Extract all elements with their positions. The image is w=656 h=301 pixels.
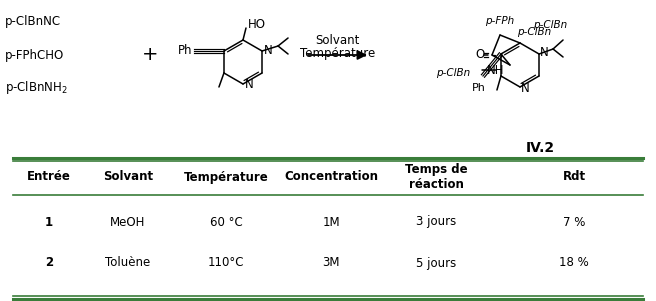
Text: N: N bbox=[540, 46, 549, 60]
Text: N: N bbox=[264, 44, 273, 57]
Text: p-ClBn: p-ClBn bbox=[436, 68, 470, 78]
Text: p-ClBnNC: p-ClBnNC bbox=[5, 15, 61, 29]
Text: 1: 1 bbox=[45, 216, 53, 228]
Text: 2: 2 bbox=[45, 256, 53, 269]
Text: 1M: 1M bbox=[323, 216, 340, 228]
Text: Solvant: Solvant bbox=[316, 35, 359, 48]
Text: Entrée: Entrée bbox=[28, 170, 71, 184]
Text: +: + bbox=[142, 45, 158, 64]
Text: 110°C: 110°C bbox=[208, 256, 245, 269]
Text: 3 jours: 3 jours bbox=[416, 216, 457, 228]
Text: p-ClBn: p-ClBn bbox=[517, 27, 551, 37]
Text: 3M: 3M bbox=[323, 256, 340, 269]
Text: 7 %: 7 % bbox=[563, 216, 585, 228]
Text: p-ClBnNH$_2$: p-ClBnNH$_2$ bbox=[5, 79, 68, 97]
Text: Solvant: Solvant bbox=[103, 170, 153, 184]
Text: Ph: Ph bbox=[472, 83, 486, 93]
Text: O: O bbox=[476, 48, 485, 61]
Text: Toluène: Toluène bbox=[106, 256, 150, 269]
Text: Rdt: Rdt bbox=[562, 170, 586, 184]
Text: Ph: Ph bbox=[177, 45, 192, 57]
Text: Température: Température bbox=[184, 170, 269, 184]
Text: p-FPh: p-FPh bbox=[485, 16, 514, 26]
Text: 18 %: 18 % bbox=[559, 256, 589, 269]
Text: p-ClBn: p-ClBn bbox=[533, 20, 567, 30]
Text: Température: Température bbox=[300, 46, 375, 60]
Text: Temps de
réaction: Temps de réaction bbox=[405, 163, 468, 191]
Text: NH: NH bbox=[487, 64, 504, 76]
Text: MeOH: MeOH bbox=[110, 216, 146, 228]
Text: 5 jours: 5 jours bbox=[416, 256, 457, 269]
Text: p-FPhCHO: p-FPhCHO bbox=[5, 48, 64, 61]
Text: Concentration: Concentration bbox=[284, 170, 379, 184]
Text: N: N bbox=[245, 79, 254, 92]
Text: HO: HO bbox=[248, 17, 266, 30]
Text: 60 °C: 60 °C bbox=[210, 216, 243, 228]
Text: N: N bbox=[521, 82, 530, 95]
Text: IV.2: IV.2 bbox=[525, 141, 554, 155]
